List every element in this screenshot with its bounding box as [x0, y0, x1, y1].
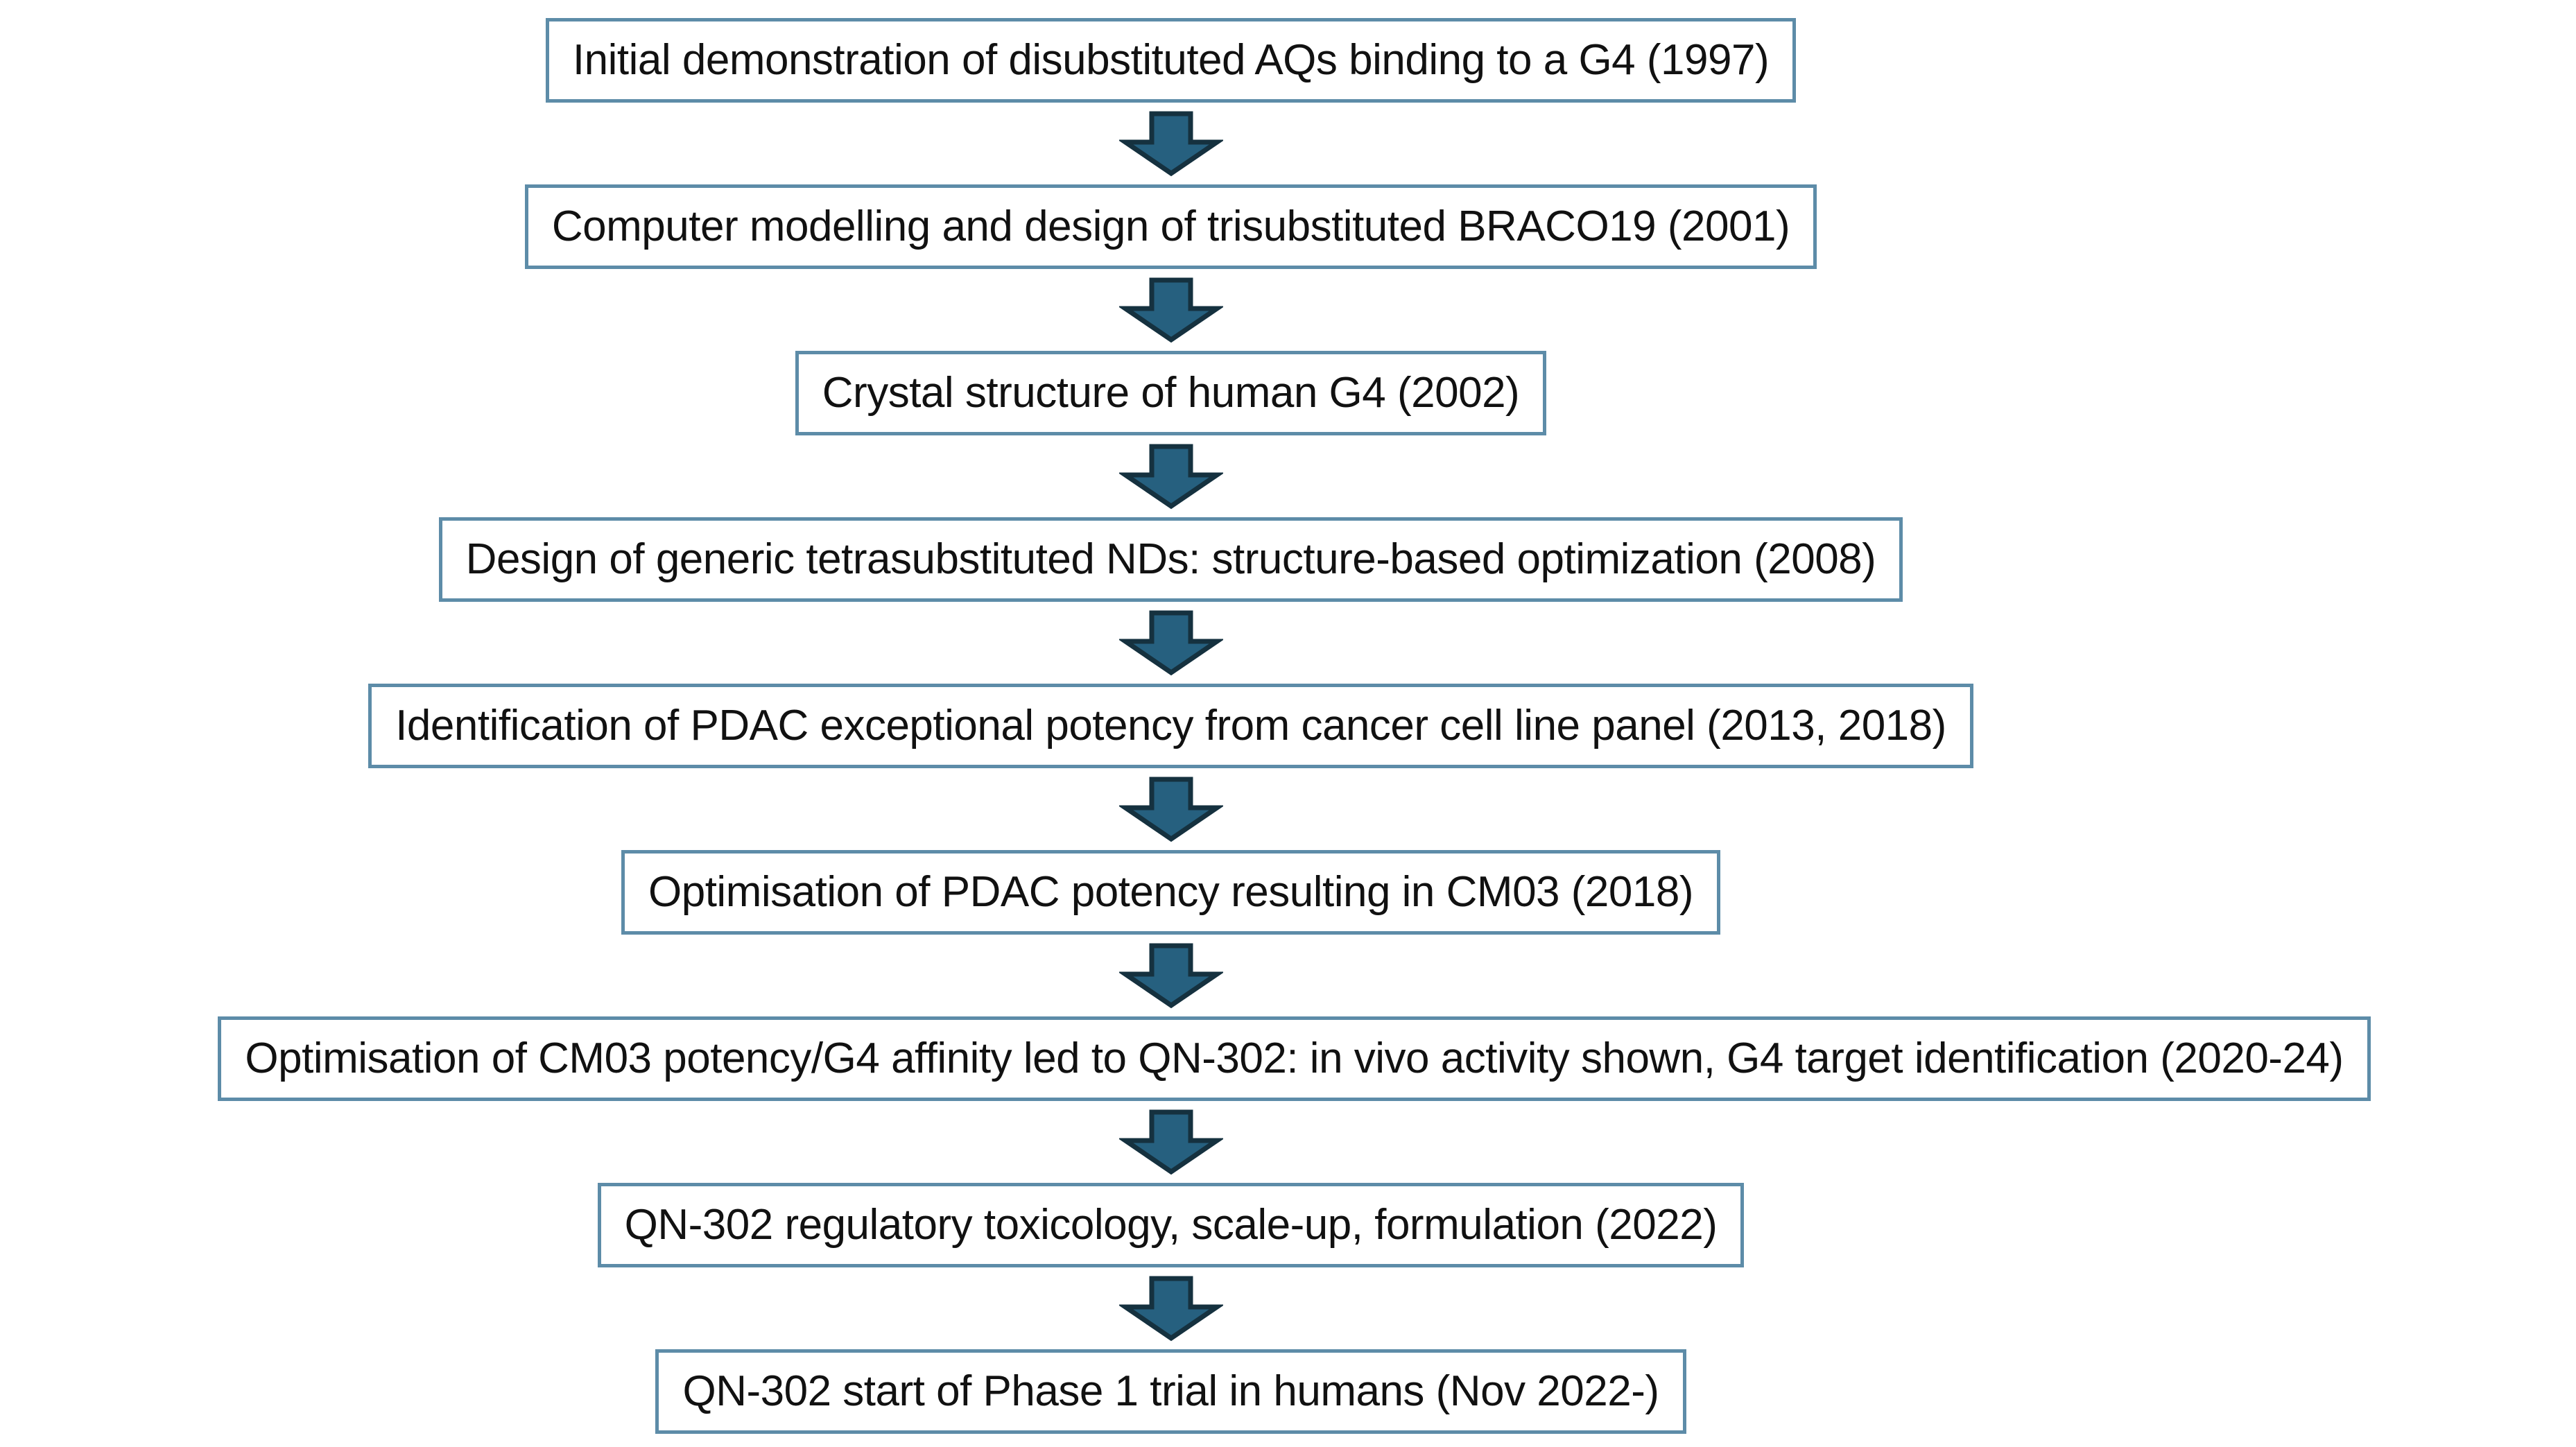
flow-step-8-label: QN-302 regulatory toxicology, scale-up, … [624, 1201, 1718, 1249]
flow-step-1-label: Initial demonstration of disubstituted A… [572, 36, 1770, 84]
flow-step-4: Design of generic tetrasubstituted NDs: … [438, 517, 1903, 602]
flow-step-2: Computer modelling and design of trisubs… [524, 184, 1817, 269]
flow-step-3: Crystal structure of human G4 (2002) [795, 351, 1547, 435]
flow-step-7: Optimisation of CM03 potency/G4 affinity… [218, 1016, 2371, 1101]
down-arrow-icon [1118, 602, 1223, 684]
down-arrow-icon [1118, 103, 1223, 184]
down-arrow-icon [1118, 768, 1223, 850]
down-arrow-icon [1118, 435, 1223, 517]
flow-step-4-label: Design of generic tetrasubstituted NDs: … [465, 535, 1876, 583]
down-arrow-icon [1118, 1267, 1223, 1349]
flow-step-6-label: Optimisation of PDAC potency resulting i… [648, 868, 1693, 916]
flow-step-2-label: Computer modelling and design of trisubs… [551, 202, 1790, 250]
flowchart: Initial demonstration of disubstituted A… [218, 18, 2371, 1434]
flow-step-9: QN-302 start of Phase 1 trial in humans … [655, 1349, 1686, 1434]
down-arrow-icon [1118, 935, 1223, 1016]
flow-step-5: Identification of PDAC exceptional poten… [368, 684, 1973, 768]
flow-step-8: QN-302 regulatory toxicology, scale-up, … [597, 1183, 1745, 1267]
flow-step-1: Initial demonstration of disubstituted A… [545, 18, 1797, 103]
flow-step-6: Optimisation of PDAC potency resulting i… [621, 850, 1720, 935]
flow-step-7-label: Optimisation of CM03 potency/G4 affinity… [245, 1034, 2344, 1082]
flow-step-9-label: QN-302 start of Phase 1 trial in humans … [682, 1367, 1659, 1415]
flow-step-5-label: Identification of PDAC exceptional poten… [395, 702, 1946, 750]
flow-step-3-label: Crystal structure of human G4 (2002) [822, 369, 1520, 417]
down-arrow-icon [1118, 269, 1223, 351]
down-arrow-icon [1118, 1101, 1223, 1183]
